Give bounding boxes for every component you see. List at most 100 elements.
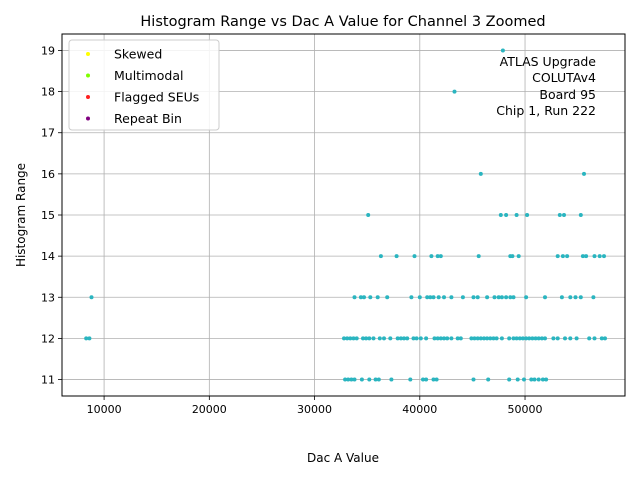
data-point	[514, 336, 519, 341]
x-axis-label: Dac A Value	[307, 451, 379, 465]
data-point	[455, 336, 460, 341]
data-point	[476, 254, 481, 259]
data-point	[367, 336, 372, 341]
y-tick-label: 13	[41, 291, 55, 304]
data-point	[449, 336, 454, 341]
grid-lines	[62, 34, 625, 396]
legend-marker	[86, 95, 90, 99]
data-point	[471, 377, 476, 382]
data-point	[475, 295, 480, 300]
data-point	[471, 295, 476, 300]
data-point	[485, 336, 490, 341]
x-tick-label: 30000	[297, 403, 332, 416]
data-point	[533, 336, 538, 341]
data-point	[452, 89, 457, 94]
data-point	[438, 254, 443, 259]
data-point	[345, 336, 350, 341]
data-point	[516, 254, 521, 259]
legend-marker	[86, 116, 90, 121]
data-point	[580, 254, 585, 259]
data-point	[592, 336, 597, 341]
x-tick-label: 50000	[508, 403, 543, 416]
data-point	[582, 171, 586, 176]
data-point	[527, 336, 532, 341]
data-point	[536, 336, 541, 341]
data-point	[500, 48, 505, 53]
data-point	[491, 336, 496, 341]
data-point	[511, 336, 516, 341]
data-point	[573, 295, 578, 300]
x-axis-ticks: 10000 20000 30000 40000 50000	[87, 396, 543, 416]
data-point	[578, 295, 583, 300]
data-point	[409, 295, 414, 300]
data-point	[362, 295, 366, 300]
data-point	[373, 377, 378, 382]
data-point	[398, 336, 403, 341]
data-point	[438, 336, 443, 341]
data-point	[434, 377, 439, 382]
data-point	[402, 336, 406, 341]
data-point	[520, 336, 525, 341]
data-point	[555, 336, 560, 341]
data-point	[377, 336, 382, 341]
data-point	[428, 295, 433, 300]
data-point	[421, 377, 425, 382]
data-point	[543, 336, 547, 341]
data-points	[84, 48, 607, 382]
data-point	[560, 254, 565, 259]
data-point	[539, 336, 544, 341]
data-point	[475, 336, 480, 341]
data-point	[486, 377, 491, 382]
run-annotation: ATLAS Upgrade COLUTAv4 Board 95 Chip 1, …	[496, 54, 596, 118]
data-point	[510, 254, 515, 259]
data-point	[524, 295, 529, 300]
data-point	[508, 295, 513, 300]
data-point	[442, 295, 446, 300]
data-point	[375, 295, 380, 300]
data-point	[599, 336, 604, 341]
data-point	[435, 336, 440, 341]
data-point	[517, 336, 522, 341]
data-point	[522, 377, 526, 382]
data-point	[366, 213, 371, 217]
annotation-line-4: Chip 1, Run 222	[496, 103, 596, 118]
data-point	[351, 336, 356, 341]
y-tick-label: 19	[41, 44, 55, 57]
data-point	[515, 377, 520, 382]
legend-marker	[86, 52, 90, 56]
data-point	[498, 213, 503, 217]
data-point	[514, 213, 519, 217]
data-point	[472, 336, 477, 341]
data-point	[530, 336, 535, 341]
x-tick-label: 10000	[87, 403, 122, 416]
data-point	[568, 336, 573, 341]
data-point	[536, 377, 541, 382]
data-point	[488, 336, 493, 341]
data-point	[551, 336, 556, 341]
data-point	[382, 336, 386, 341]
data-point	[511, 295, 516, 300]
data-point	[449, 295, 454, 300]
data-point	[555, 254, 560, 259]
data-point	[359, 377, 364, 382]
data-point	[482, 336, 486, 341]
data-point	[343, 377, 348, 382]
data-point	[460, 295, 465, 300]
data-point	[562, 213, 566, 217]
legend-box	[68, 39, 220, 131]
data-point	[478, 336, 483, 341]
data-point	[87, 336, 92, 341]
data-point	[507, 336, 512, 341]
legend-items: Skewed Multimodal Flagged SEUs Repeat Bin	[86, 47, 199, 126]
data-point	[414, 336, 419, 341]
data-point	[499, 295, 504, 300]
data-point	[389, 377, 394, 382]
legend-label: Multimodal	[114, 68, 183, 83]
data-point	[591, 295, 596, 300]
data-point	[592, 254, 597, 259]
data-point	[346, 377, 351, 382]
data-point	[361, 336, 365, 341]
data-point	[395, 336, 400, 341]
data-point	[435, 254, 440, 259]
data-point	[543, 295, 547, 300]
